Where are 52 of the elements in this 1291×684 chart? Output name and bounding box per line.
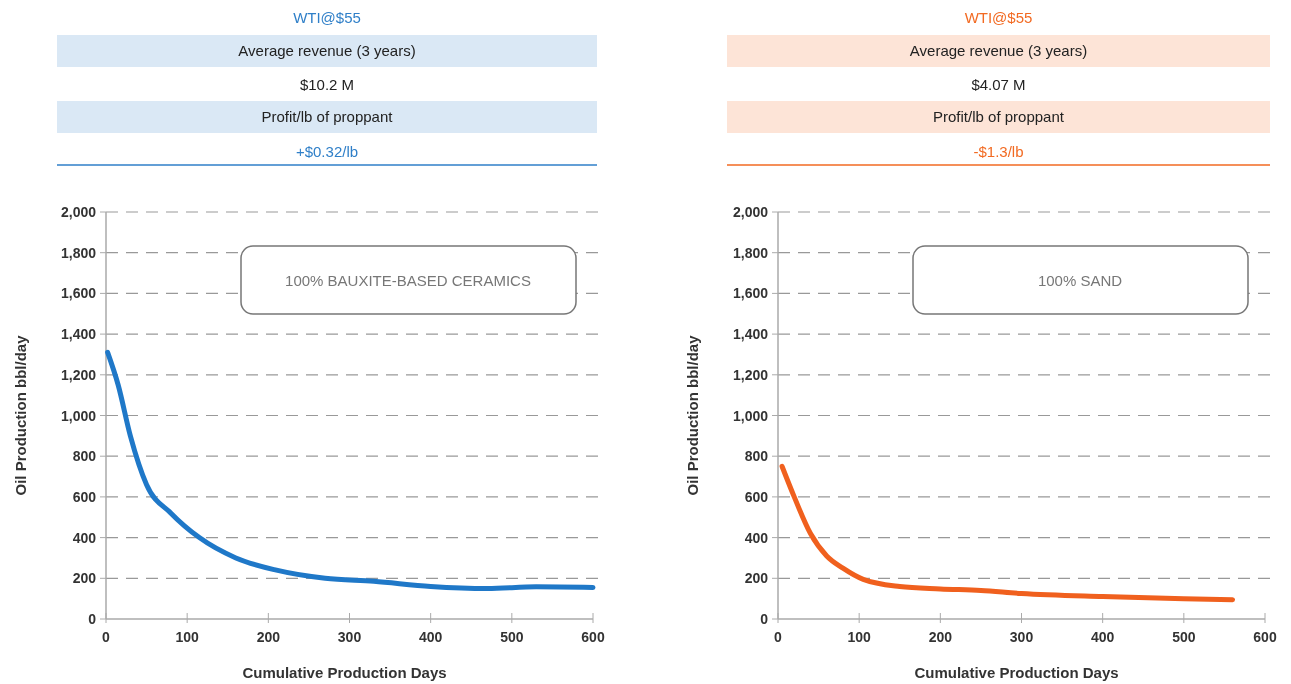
y-tick-label: 1,400 xyxy=(732,326,769,343)
y-tick-label: 1,200 xyxy=(732,366,769,383)
x-tick-label: 400 xyxy=(1090,629,1115,645)
x-tick-label: 300 xyxy=(337,629,362,645)
text: WTI@$55 xyxy=(964,9,1033,26)
x-tick-label: 400 xyxy=(418,629,443,645)
y-tick-label: 600 xyxy=(72,488,97,505)
x-tick-label: 300 xyxy=(1009,629,1034,645)
x-tick-label: 100 xyxy=(847,629,872,645)
x-tick-label: 0 xyxy=(774,629,783,645)
text: $4.07 M xyxy=(971,76,1026,93)
x-tick-label: 600 xyxy=(581,629,605,645)
text: $10.2 M xyxy=(299,76,355,93)
y-tick-label: 200 xyxy=(72,570,97,587)
text: Profit/lb of proppant xyxy=(261,108,394,125)
y-tick-label: 600 xyxy=(744,488,769,505)
y-tick-label: 1,600 xyxy=(732,285,769,302)
x-axis-title: Cumulative Production Days xyxy=(242,664,447,681)
y-axis-title: Oil Production bbl/day xyxy=(684,334,701,496)
y-tick-label: 1,400 xyxy=(60,326,97,343)
text: +$0.32/lb xyxy=(295,143,359,160)
x-axis-title: Cumulative Production Days xyxy=(914,664,1119,681)
y-tick-label: 0 xyxy=(88,611,97,627)
x-tick-label: 500 xyxy=(500,629,524,645)
y-tick-label: 800 xyxy=(72,448,97,465)
text: Average revenue (3 years) xyxy=(909,42,1088,59)
x-tick-label: 500 xyxy=(1172,629,1196,645)
y-tick-label: 1,800 xyxy=(60,244,97,261)
x-tick-label: 600 xyxy=(1253,629,1277,645)
y-axis-title: Oil Production bbl/day xyxy=(12,334,29,496)
y-tick-label: 1,600 xyxy=(60,285,97,302)
text: WTI@$55 xyxy=(293,9,361,26)
y-tick-label: 400 xyxy=(744,529,769,546)
text: Average revenue (3 years) xyxy=(238,42,416,59)
annotation: 100% SAND xyxy=(1037,272,1123,289)
y-tick-label: 1,200 xyxy=(60,366,97,383)
y-tick-label: 2,000 xyxy=(732,204,769,220)
y-tick-label: 400 xyxy=(72,529,97,546)
y-tick-label: 0 xyxy=(760,611,769,627)
y-tick-label: 1,000 xyxy=(732,407,769,424)
x-tick-label: 100 xyxy=(175,629,200,645)
y-tick-label: 1,800 xyxy=(732,244,769,261)
x-tick-label: 200 xyxy=(928,629,953,645)
text: Profit/lb of proppant xyxy=(933,108,1065,125)
annotation: 100% BAUXITE-BASED CERAMICS xyxy=(285,272,531,289)
y-tick-label: 2,000 xyxy=(60,204,97,220)
y-tick-label: 1,000 xyxy=(60,407,97,424)
text: -$1.3/lb xyxy=(973,143,1024,160)
y-tick-label: 800 xyxy=(744,448,769,465)
x-tick-label: 200 xyxy=(256,629,281,645)
y-tick-label: 200 xyxy=(744,570,769,587)
x-tick-label: 0 xyxy=(102,629,111,645)
